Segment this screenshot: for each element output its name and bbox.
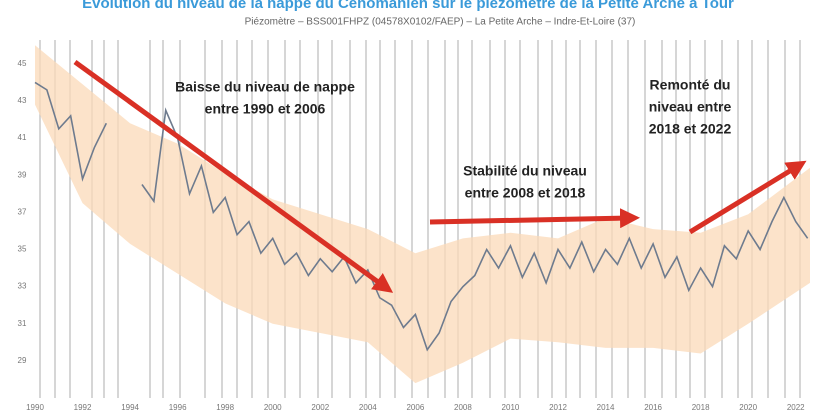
arrow — [688, 160, 807, 235]
annotation: niveau entre — [649, 99, 732, 115]
annotation: Stabilité du niveau — [463, 163, 587, 179]
x-tick-label: 2004 — [359, 403, 377, 412]
x-tick-label: 2006 — [406, 403, 424, 412]
y-tick-label: 41 — [18, 133, 27, 142]
x-tick-label: 2008 — [454, 403, 472, 412]
x-tick-label: 1992 — [74, 403, 92, 412]
x-tick-label: 2014 — [597, 403, 615, 412]
y-tick-label: 35 — [18, 245, 27, 254]
chart-subtitle: Piézomètre – BSS001FHPZ (04578X0102/FAEP… — [245, 17, 636, 28]
x-tick-label: 1998 — [216, 403, 234, 412]
y-tick-label: 45 — [18, 59, 27, 68]
arrow — [429, 208, 640, 229]
arrows — [73, 59, 807, 293]
annotation: entre 1990 et 2006 — [205, 101, 326, 117]
x-tick-label: 1990 — [26, 403, 44, 412]
annotations: Baisse du niveau de nappe entre 1990 et 2… — [175, 77, 731, 201]
y-tick-label: 37 — [18, 207, 27, 216]
annotation: 2018 et 2022 — [649, 121, 732, 137]
x-tick-label: 2012 — [549, 403, 567, 412]
x-tick-label: 2000 — [264, 403, 282, 412]
x-tick-label: 1996 — [169, 403, 187, 412]
data-line — [141, 107, 809, 352]
annotation: Baisse du niveau de nappe — [175, 79, 355, 95]
x-tick-label: 2016 — [644, 403, 662, 412]
y-tick-label: 33 — [18, 282, 27, 291]
x-tick-label: 2020 — [739, 403, 757, 412]
line-layer — [34, 81, 809, 352]
data-line — [34, 81, 108, 182]
x-tick-label: 2010 — [502, 403, 520, 412]
x-tick-label: 1994 — [121, 403, 139, 412]
x-tick-label: 2018 — [692, 403, 710, 412]
annotation: entre 2008 et 2018 — [465, 185, 586, 201]
chart-title: Évolution du niveau de la nappe du Cénom… — [82, 0, 734, 12]
y-tick-label: 29 — [18, 356, 27, 365]
envelope-band — [35, 45, 810, 384]
annotation: Remonté du — [650, 77, 731, 93]
x-tick-label: 2002 — [311, 403, 329, 412]
arrow — [73, 59, 394, 293]
y-tick-label: 39 — [18, 170, 27, 179]
y-tick-label: 31 — [18, 319, 27, 328]
y-tick-label: 43 — [18, 96, 27, 105]
x-tick-label: 2022 — [787, 403, 805, 412]
band-layer — [35, 45, 810, 384]
